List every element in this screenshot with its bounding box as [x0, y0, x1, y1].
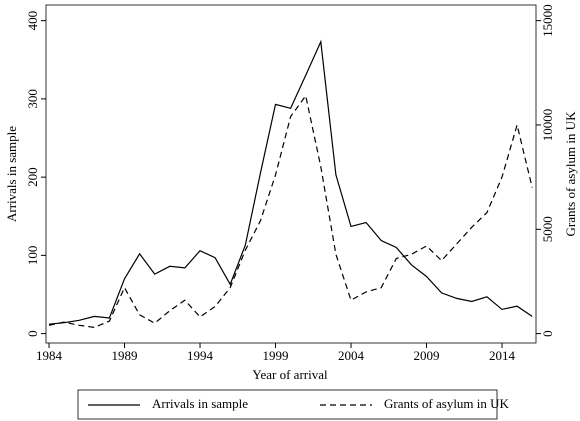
y2-axis-title: Grants of asylum in UK: [563, 111, 578, 237]
y-tick-label: 100: [25, 246, 40, 265]
y-tick-label: 200: [25, 167, 40, 187]
x-tick-label: 1999: [263, 348, 289, 363]
y-axis-title: Arrivals in sample: [4, 126, 19, 222]
x-tick-label: 1994: [187, 348, 214, 363]
y-tick-label: 0: [25, 330, 40, 337]
y-tick-label: 300: [25, 89, 40, 109]
plot-frame: [45, 4, 537, 344]
x-tick-label: 2014: [489, 348, 516, 363]
x-tick-label: 1984: [36, 348, 63, 363]
legend-box: [77, 389, 498, 420]
x-tick-label: 2009: [414, 348, 440, 363]
series-line: [48, 39, 533, 325]
legend-label: Arrivals in sample: [152, 396, 248, 411]
y2-tick-label: 5000: [540, 216, 555, 242]
y-tick-label: 400: [25, 11, 40, 31]
y2-tick-label: 0: [540, 330, 555, 337]
legend-label: Grants of asylum in UK: [384, 396, 510, 411]
series-line: [48, 94, 533, 329]
y2-tick-label: 15000: [540, 4, 555, 37]
x-tick-label: 2004: [338, 348, 365, 363]
x-tick-label: 1989: [112, 348, 138, 363]
y2-tick-label: 10000: [540, 109, 555, 142]
x-axis-title: Year of arrival: [252, 367, 328, 382]
